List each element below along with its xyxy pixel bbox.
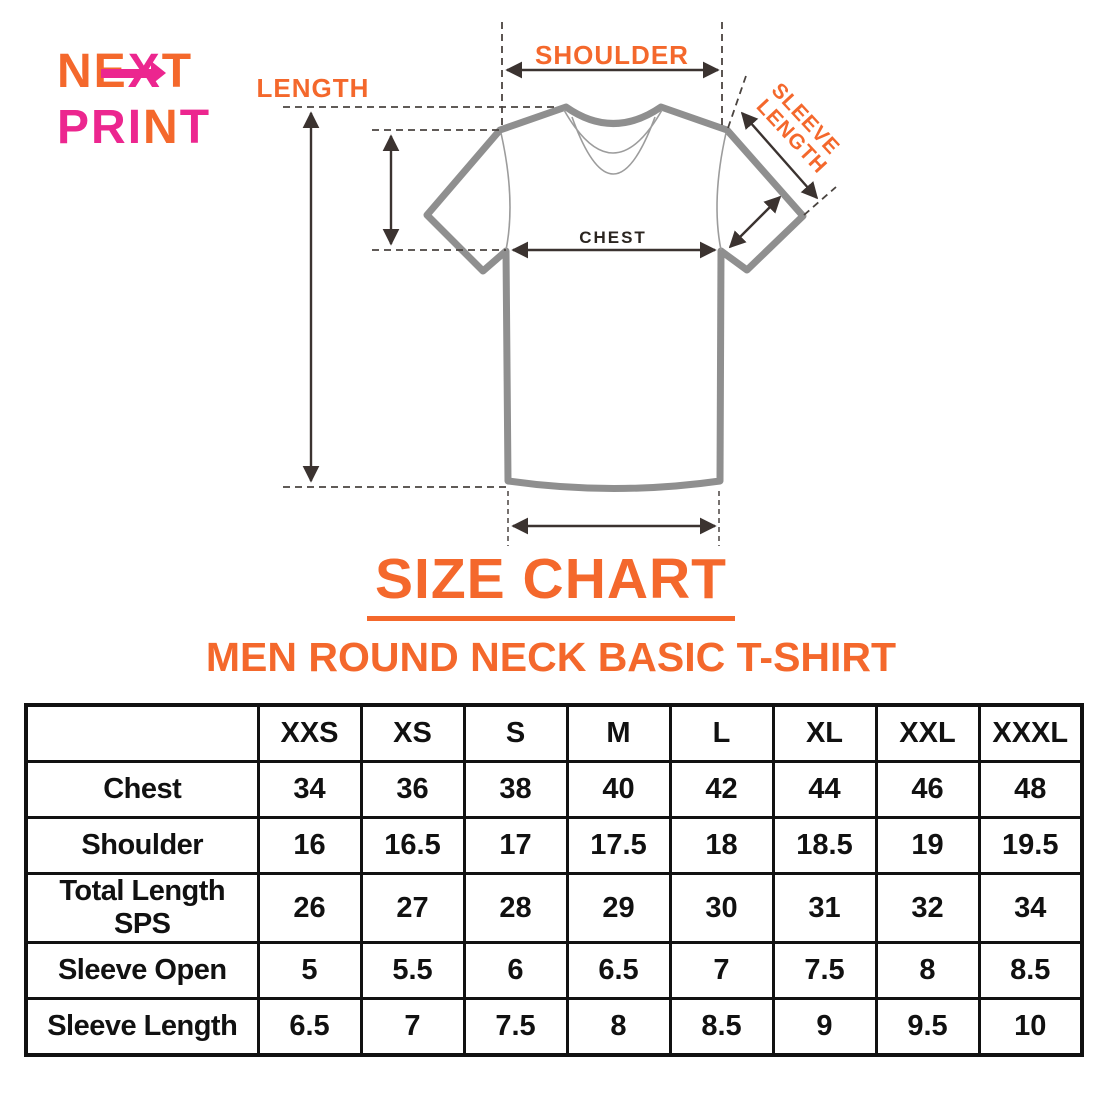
- row-label-cell: Sleeve Length: [24, 997, 260, 1057]
- page-subtitle: MEN ROUND NECK BASIC T-SHIRT: [205, 634, 897, 680]
- brand-logo: NEXT PRINT: [57, 48, 211, 160]
- row-label-cell: Chest: [24, 760, 260, 819]
- row-label-cell: Total Length SPS: [24, 872, 260, 944]
- size-value-cell: 16.5: [359, 816, 466, 875]
- size-value-cell: 32: [874, 872, 981, 944]
- left-armhole-seam: [500, 132, 511, 251]
- size-col-header: M: [565, 703, 672, 763]
- size-value-cell: 30: [668, 872, 775, 944]
- size-col-header: [24, 703, 260, 763]
- size-value-cell: 6.5: [256, 997, 363, 1057]
- size-value-cell: 7: [359, 997, 466, 1057]
- size-value-cell: 5: [256, 941, 363, 1000]
- table-row: Chest 34 36 38 40 42 44 46 48: [24, 760, 1084, 819]
- size-value-cell: 7: [668, 941, 775, 1000]
- page-title-wrap: SIZE CHART: [0, 546, 1102, 621]
- size-value-cell: 31: [771, 872, 878, 944]
- size-value-cell: 46: [874, 760, 981, 819]
- size-value-cell: 16: [256, 816, 363, 875]
- sleeve-bottom-guide: [803, 186, 837, 216]
- size-col-header: XL: [771, 703, 878, 763]
- size-value-cell: 29: [565, 872, 672, 944]
- logo-letter: I: [127, 101, 144, 154]
- right-armhole-seam: [716, 132, 727, 251]
- logo-letter: N: [143, 101, 180, 154]
- table-header-row: XXS XS S M L XL XXL XXXL: [24, 703, 1084, 763]
- size-value-cell: 17: [462, 816, 569, 875]
- size-value-cell: 34: [977, 872, 1084, 944]
- size-col-header: XXXL: [977, 703, 1084, 763]
- logo-letter: P: [57, 101, 92, 154]
- row-label-cell: Sleeve Open: [24, 941, 260, 1000]
- page-title: SIZE CHART: [367, 546, 735, 621]
- sleeve-length-label: SLEEVE LENGTH: [751, 79, 849, 180]
- brand-logo-word-print: PRINT: [57, 104, 211, 160]
- size-value-cell: 44: [771, 760, 878, 819]
- size-value-cell: 8.5: [977, 941, 1084, 1000]
- size-value-cell: 7.5: [771, 941, 878, 1000]
- size-col-header: XS: [359, 703, 466, 763]
- size-value-cell: 27: [359, 872, 466, 944]
- logo-letter: T: [179, 101, 212, 154]
- table-row: Shoulder 16 16.5 17 17.5 18 18.5 19 19.5: [24, 816, 1084, 875]
- logo-letter: T: [161, 45, 194, 98]
- table-row: Sleeve Length 6.5 7 7.5 8 8.5 9 9.5 10: [24, 997, 1084, 1057]
- size-value-cell: 18.5: [771, 816, 878, 875]
- size-value-cell: 38: [462, 760, 569, 819]
- size-value-cell: 17.5: [565, 816, 672, 875]
- logo-arrow-icon: [101, 61, 166, 85]
- size-value-cell: 42: [668, 760, 775, 819]
- size-col-header: XXS: [256, 703, 363, 763]
- table-row: Sleeve Open 5 5.5 6 6.5 7 7.5 8 8.5: [24, 941, 1084, 1000]
- row-label-cell: Shoulder: [24, 816, 260, 875]
- table-row: Total Length SPS 26 27 28 29 30 31 32 34: [24, 872, 1084, 944]
- size-value-cell: 36: [359, 760, 466, 819]
- size-col-header: S: [462, 703, 569, 763]
- chest-label: CHEST: [579, 228, 647, 247]
- size-value-cell: 28: [462, 872, 569, 944]
- shoulder-label: SHOULDER: [535, 40, 689, 70]
- sleeve-length-arrow: [740, 111, 819, 200]
- tshirt-outline: [423, 103, 807, 492]
- size-value-cell: 8.5: [668, 997, 775, 1057]
- size-col-header: L: [668, 703, 775, 763]
- size-value-cell: 8: [565, 997, 672, 1057]
- size-value-cell: 34: [256, 760, 363, 819]
- size-value-cell: 26: [256, 872, 363, 944]
- tshirt-measurement-diagram: LENGTH SHOULDER CHEST SLEEVE LENGTH: [257, 22, 849, 546]
- sleeve-open-arrow: [728, 195, 782, 249]
- size-value-cell: 7.5: [462, 997, 569, 1057]
- size-value-cell: 10: [977, 997, 1084, 1057]
- logo-letter: N: [57, 45, 94, 98]
- brand-logo-word-next: NEXT: [57, 48, 211, 104]
- size-value-cell: 6.5: [565, 941, 672, 1000]
- size-value-cell: 6: [462, 941, 569, 1000]
- size-value-cell: 8: [874, 941, 981, 1000]
- size-value-cell: 48: [977, 760, 1084, 819]
- size-value-cell: 9: [771, 997, 878, 1057]
- size-col-header: XXL: [874, 703, 981, 763]
- size-value-cell: 19.5: [977, 816, 1084, 875]
- size-value-cell: 40: [565, 760, 672, 819]
- size-table: XXS XS S M L XL XXL XXXL Chest 34 36 38 …: [24, 703, 1084, 1057]
- size-value-cell: 18: [668, 816, 775, 875]
- logo-letter: R: [91, 101, 128, 154]
- collar-seam-line: [571, 116, 656, 175]
- sleeve-top-guide: [727, 72, 748, 129]
- size-value-cell: 19: [874, 816, 981, 875]
- length-label: LENGTH: [257, 73, 370, 103]
- size-value-cell: 5.5: [359, 941, 466, 1000]
- size-value-cell: 9.5: [874, 997, 981, 1057]
